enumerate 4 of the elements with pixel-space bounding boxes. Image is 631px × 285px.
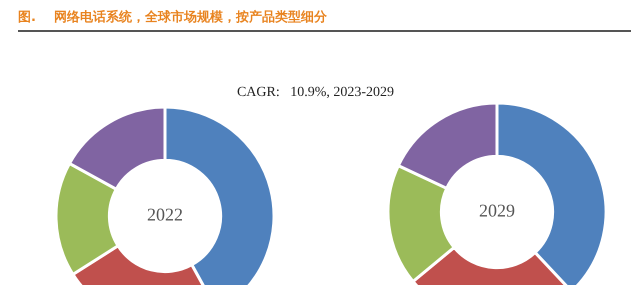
text: CAGR: 10.9%, 2023-2029: [236, 85, 396, 101]
text: 2029: [479, 200, 515, 221]
text: 2022: [147, 204, 183, 225]
chart-title: 图. 网络电话系统，全球市场规模，按产品类型细分: [18, 8, 328, 26]
